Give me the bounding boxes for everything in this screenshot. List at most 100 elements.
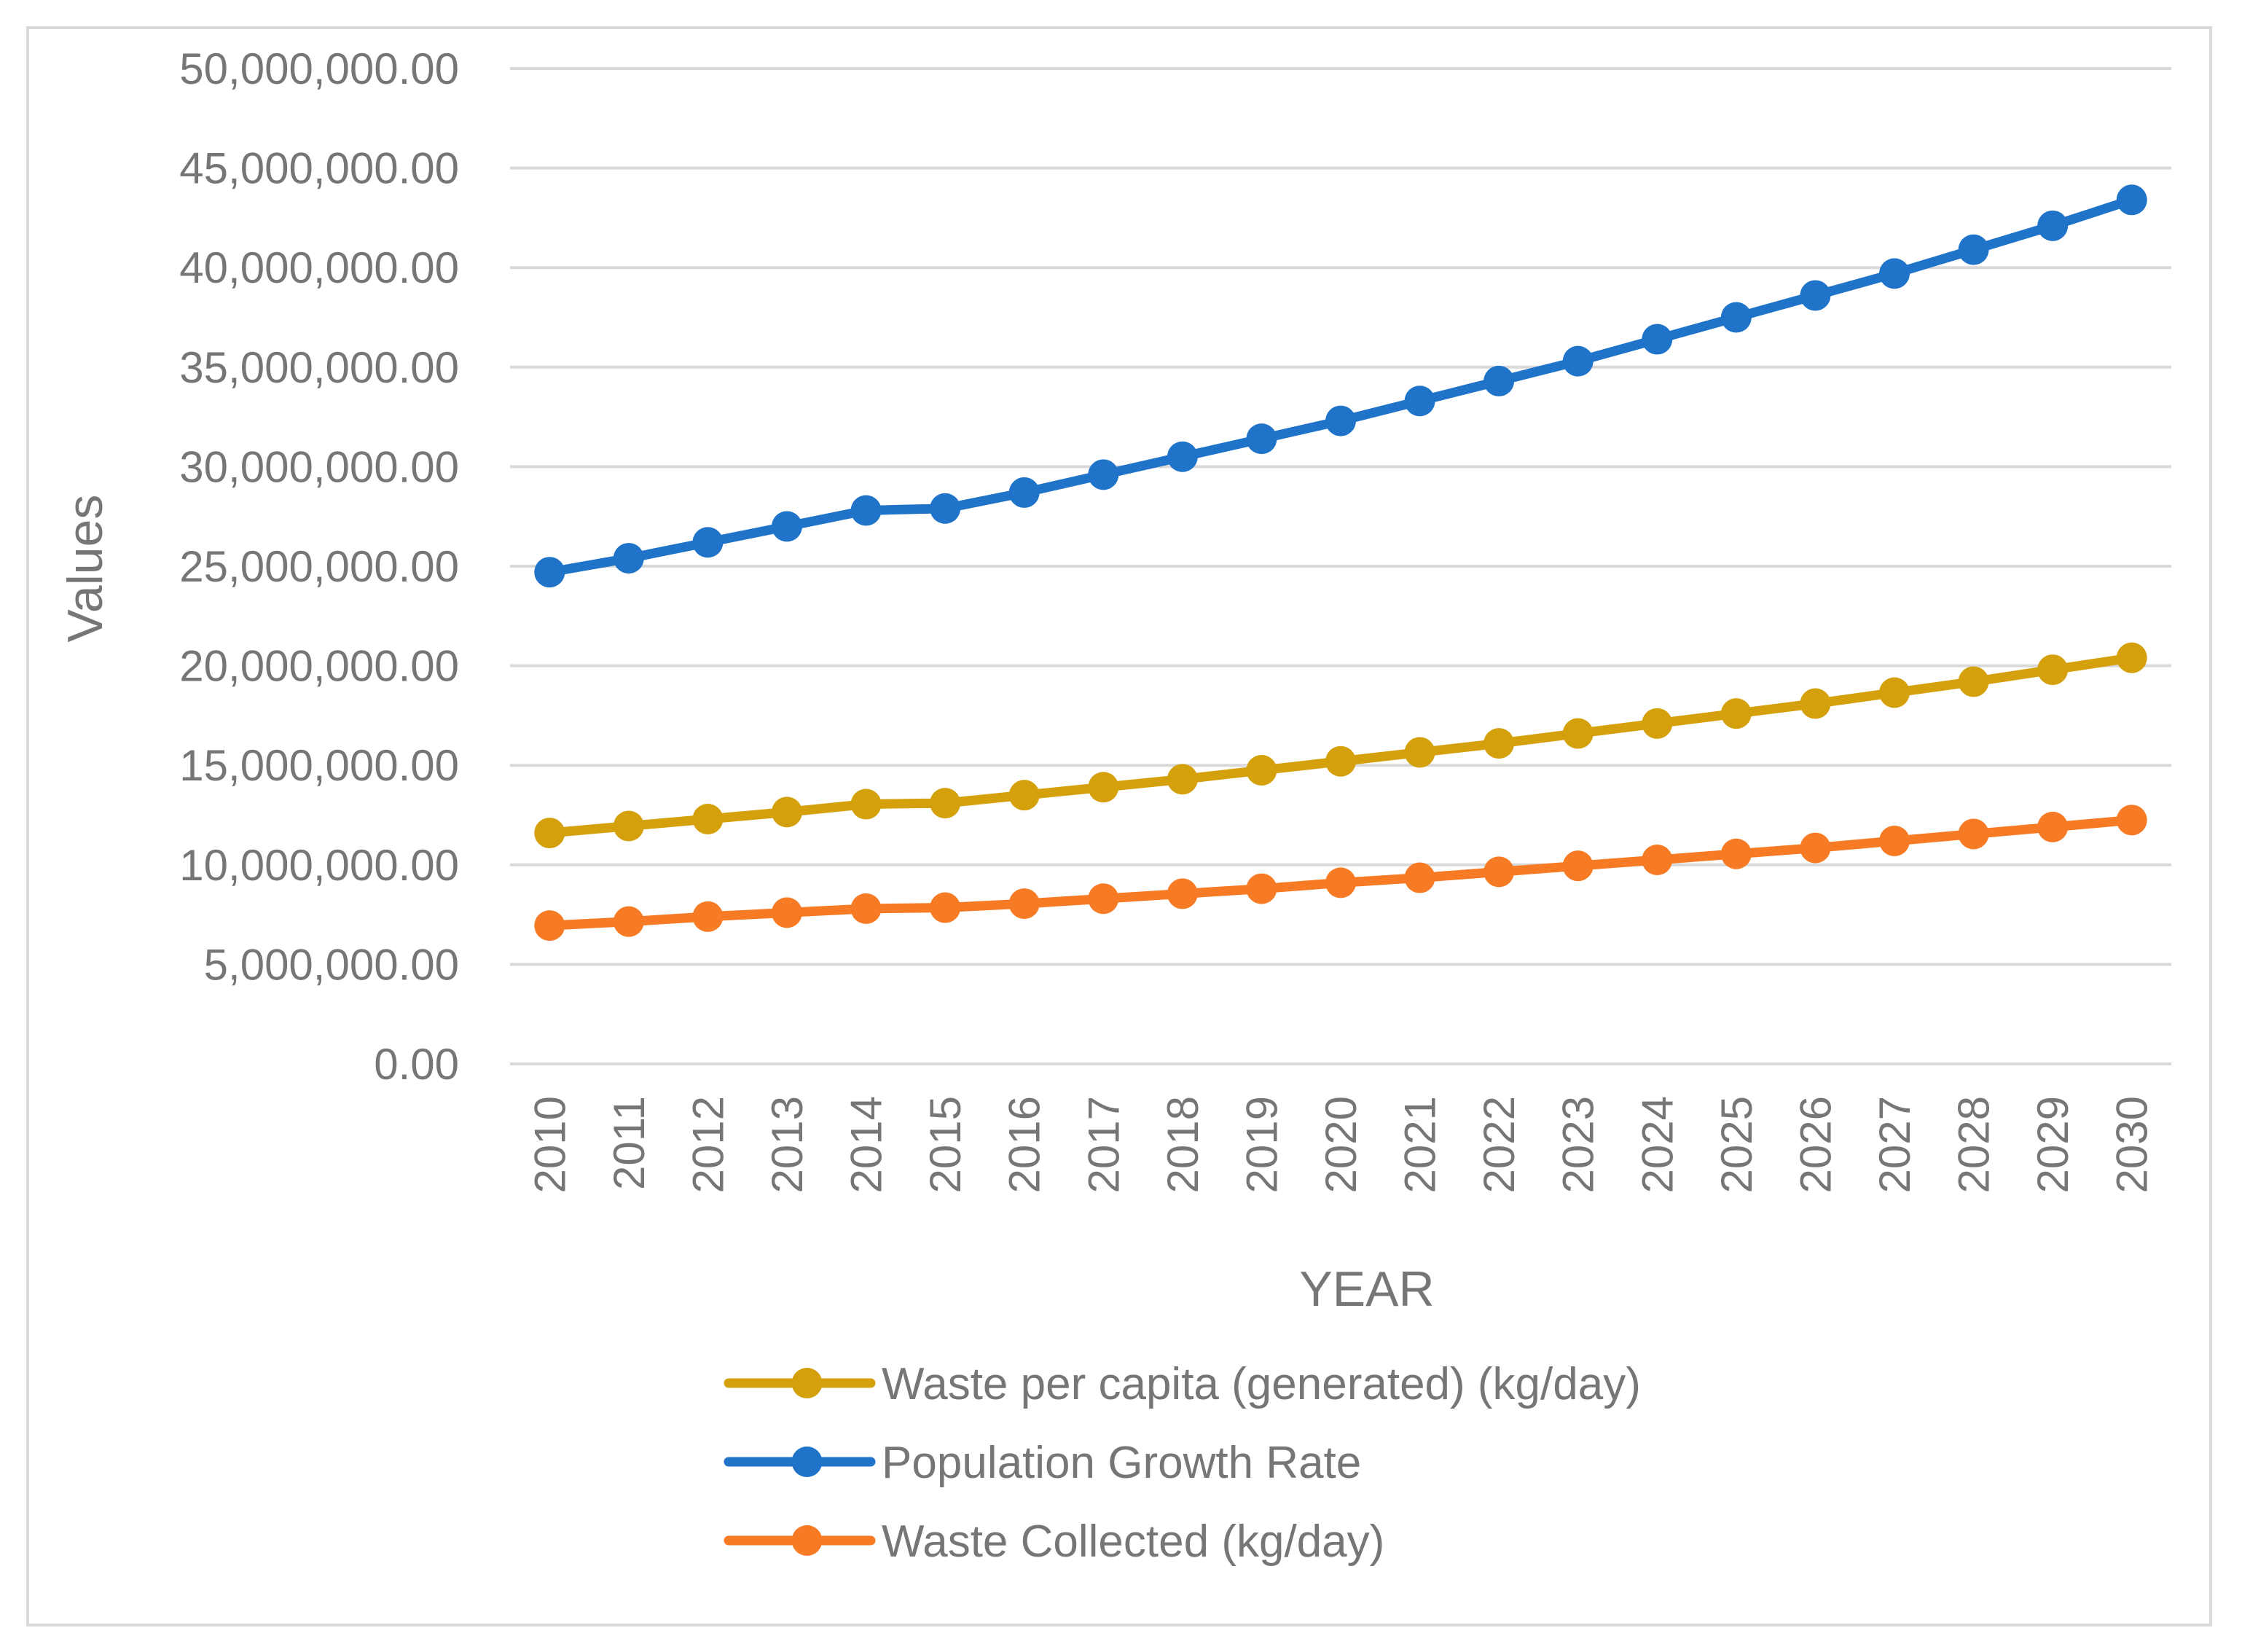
data-point <box>692 527 724 558</box>
data-point <box>1008 780 1040 811</box>
data-point <box>1325 745 1356 777</box>
x-tick-label: 2015 <box>921 1096 970 1193</box>
data-point <box>930 892 961 923</box>
data-point <box>1167 764 1198 795</box>
data-point <box>1483 856 1515 888</box>
data-point <box>1800 688 1831 719</box>
data-point <box>1562 718 1594 749</box>
data-point <box>1562 345 1594 377</box>
data-point <box>1008 888 1040 920</box>
data-point <box>1642 324 1673 355</box>
legend-entry: Waste per capita (generated) (kg/day) <box>724 1359 1641 1409</box>
legend-marker <box>791 1368 823 1398</box>
data-point <box>1800 832 1831 864</box>
data-point <box>1720 698 1752 729</box>
series-group <box>534 184 2147 942</box>
data-point <box>2116 642 2147 673</box>
data-point <box>1958 666 1989 697</box>
x-axis-title: YEAR <box>1299 1261 1434 1317</box>
data-point <box>1325 405 1356 437</box>
data-point <box>534 557 565 588</box>
y-axis-title: Values <box>58 495 113 643</box>
legend-marker <box>791 1447 823 1477</box>
x-tick-label: 2020 <box>1317 1096 1365 1193</box>
data-point <box>930 788 961 819</box>
data-point <box>1879 826 1910 857</box>
data-point <box>534 818 565 849</box>
data-point <box>1088 772 1119 803</box>
data-point <box>1246 755 1277 786</box>
y-tick-label: 50,000,000.00 <box>179 44 459 93</box>
data-point <box>692 803 724 834</box>
data-point <box>850 495 882 526</box>
legend: Waste per capita (generated) (kg/day) Pop… <box>724 1359 1641 1567</box>
x-tick-label: 2029 <box>2029 1096 2077 1193</box>
data-point <box>1246 873 1277 904</box>
x-tick-label: 2014 <box>842 1096 891 1193</box>
x-tick-label: 2025 <box>1712 1096 1761 1193</box>
data-point <box>1167 878 1198 909</box>
gridlines <box>510 67 2171 1065</box>
data-point <box>1720 838 1752 869</box>
y-tick-label: 45,000,000.00 <box>179 144 459 193</box>
data-point <box>2116 184 2147 216</box>
data-point <box>1404 862 1435 893</box>
data-point <box>1325 867 1356 899</box>
data-point <box>613 543 644 574</box>
data-point <box>1483 728 1515 759</box>
y-tick-label: 15,000,000.00 <box>179 741 459 790</box>
x-tick-label: 2017 <box>1079 1096 1128 1193</box>
data-point <box>1088 883 1119 915</box>
y-tick-label: 5,000,000.00 <box>204 940 459 989</box>
data-point <box>850 788 882 820</box>
y-tick-label: 20,000,000.00 <box>179 642 459 691</box>
data-point <box>1879 677 1910 708</box>
x-tick-label: 2028 <box>1950 1096 1999 1193</box>
data-point <box>2116 805 2147 836</box>
data-point <box>1879 258 1910 289</box>
data-point <box>692 901 724 932</box>
line-chart: 0.00 5,000,000.00 10,000,000.00 15,000,000.… <box>58 44 2171 1567</box>
data-point <box>1642 844 1673 875</box>
data-point <box>772 511 802 542</box>
data-point <box>1088 459 1119 490</box>
x-tick-label: 2030 <box>2108 1096 2157 1193</box>
y-tick-label: 30,000,000.00 <box>179 442 459 491</box>
data-point <box>1404 737 1435 768</box>
data-point <box>534 910 565 942</box>
x-axis-ticks: 2010 2011 2012 2013 2014 2015 2016 2017 2018 2019… <box>525 1096 2156 1193</box>
chart-frame: 0.00 5,000,000.00 10,000,000.00 15,000,000.… <box>26 26 2212 1626</box>
data-point <box>2037 811 2069 842</box>
data-point <box>1720 302 1752 333</box>
x-tick-label: 2026 <box>1791 1096 1840 1193</box>
x-tick-label: 2022 <box>1475 1096 1524 1193</box>
data-point <box>1958 818 1989 850</box>
x-tick-label: 2011 <box>605 1096 654 1190</box>
x-tick-label: 2012 <box>683 1096 732 1193</box>
x-tick-label: 2023 <box>1554 1096 1603 1193</box>
data-point <box>1958 234 1989 265</box>
data-point <box>1483 365 1515 396</box>
series <box>534 184 2147 588</box>
data-point <box>1167 441 1198 472</box>
legend-label: Waste Collected (kg/day) <box>882 1516 1384 1567</box>
y-tick-label: 10,000,000.00 <box>179 841 459 890</box>
x-tick-label: 2021 <box>1396 1096 1445 1193</box>
x-tick-label: 2010 <box>525 1096 574 1193</box>
x-tick-label: 2019 <box>1237 1096 1286 1193</box>
x-tick-label: 2013 <box>763 1096 812 1193</box>
data-point <box>1008 477 1040 508</box>
data-point <box>1800 280 1831 311</box>
data-point <box>613 906 644 937</box>
data-point <box>850 893 882 924</box>
series <box>534 642 2147 849</box>
data-point <box>1642 708 1673 739</box>
x-tick-label: 2018 <box>1159 1096 1207 1193</box>
legend-entry: Waste Collected (kg/day) <box>724 1516 1384 1567</box>
legend-label: Waste per capita (generated) (kg/day) <box>882 1359 1641 1409</box>
data-point <box>2037 654 2069 686</box>
y-tick-label: 40,000,000.00 <box>179 243 459 292</box>
legend-marker <box>791 1525 823 1556</box>
data-point <box>930 493 961 524</box>
data-point <box>613 810 644 842</box>
